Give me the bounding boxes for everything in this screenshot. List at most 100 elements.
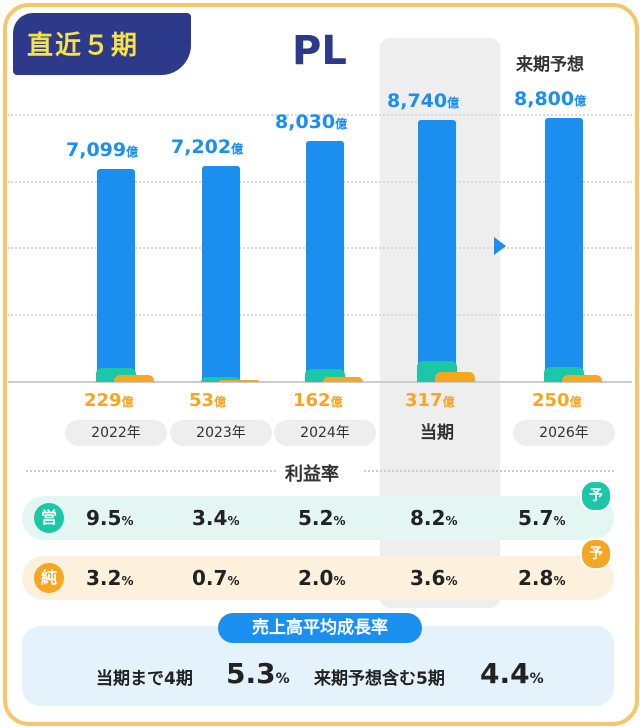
rate-value: 5.7 <box>518 506 554 530</box>
revenue-label: 8,030億 <box>275 111 347 133</box>
cagr-right-number: 4.4 <box>480 657 530 690</box>
revenue-unit: 億 <box>231 141 244 156</box>
operating-margin-value: 9.5% <box>86 506 133 530</box>
net-margin-value: 3.6% <box>410 566 457 590</box>
rate-value: 2.8 <box>518 566 554 590</box>
net-profit-label: 229億 <box>84 390 134 411</box>
net-margin-value: 2.8% <box>518 566 565 590</box>
net-profit-bar <box>114 375 154 382</box>
net-profit-bar <box>323 377 363 382</box>
rate-value: 5.2 <box>298 506 334 530</box>
operating-profit-bar <box>201 376 241 382</box>
gridline <box>8 114 632 116</box>
cagr-left-value: 5.3% <box>226 657 290 690</box>
revenue-value: 8,740 <box>387 89 448 112</box>
net-profit-bar <box>562 374 602 382</box>
period-label: 2024年 <box>274 420 376 446</box>
cagr-left-number: 5.3 <box>226 657 276 690</box>
net-profit-value: 162 <box>293 390 331 411</box>
net-profit-label: 250億 <box>532 390 582 411</box>
revenue-value: 8,800 <box>514 88 575 110</box>
period-label: 2022年 <box>65 420 167 446</box>
revenue-bar <box>418 119 456 382</box>
net-profit-label: 53億 <box>189 390 226 411</box>
net-margin-row <box>22 556 614 600</box>
net-profit-value: 53 <box>189 390 215 411</box>
profit-rate-title: 利益率 <box>285 464 339 485</box>
cagr-title: 売上高平均成長率 <box>218 613 422 643</box>
revenue-value: 7,099 <box>66 139 127 162</box>
period-label: 当期 <box>420 423 454 443</box>
rate-value: 9.5 <box>86 506 122 530</box>
net-profit-bar <box>435 372 475 382</box>
net-profit-value: 250 <box>532 390 570 411</box>
revenue-unit: 億 <box>335 117 348 132</box>
revenue-unit: 億 <box>126 145 139 160</box>
revenue-label: 7,099億 <box>66 139 138 161</box>
net-profit-unit: 億 <box>569 395 582 409</box>
cagr-right-value: 4.4% <box>480 657 544 690</box>
revenue-label: 8,800億 <box>514 88 586 110</box>
period-label: 2026年 <box>513 420 615 446</box>
rate-value: 3.6 <box>410 566 446 590</box>
rate-unit: % <box>227 514 240 528</box>
rate-unit: % <box>121 574 134 588</box>
net-profit-value: 229 <box>84 390 122 411</box>
rate-unit: % <box>445 574 458 588</box>
revenue-bar <box>97 169 135 382</box>
chart-baseline <box>8 381 632 383</box>
revenue-bar <box>306 141 344 382</box>
operating-margin-row <box>22 496 614 540</box>
operating-margin-icon: 営 <box>34 503 64 533</box>
revenue-unit: 億 <box>574 94 587 108</box>
net-margin-value: 0.7% <box>192 566 239 590</box>
period-badge: 直近５期 <box>13 13 191 75</box>
net-profit-value: 317 <box>405 390 443 411</box>
rate-unit: % <box>333 514 346 528</box>
operating-margin-value: 5.7% <box>518 506 565 530</box>
operating-margin-value: 8.2% <box>410 506 457 530</box>
revenue-unit: 億 <box>447 95 460 110</box>
rate-unit: % <box>121 514 134 528</box>
cagr-left-label: 当期まで4期 <box>96 669 193 689</box>
revenue-label: 8,740億 <box>387 90 459 112</box>
rate-unit: % <box>333 574 346 588</box>
net-margin-value: 3.2% <box>86 566 133 590</box>
chart-title: PL <box>292 28 347 74</box>
net-profit-unit: 億 <box>214 395 227 409</box>
rate-unit: % <box>553 574 566 588</box>
rate-value: 3.2 <box>86 566 122 590</box>
net-profit-unit: 億 <box>121 395 134 409</box>
revenue-label: 7,202億 <box>171 136 243 158</box>
period-label: 2023年 <box>170 420 272 446</box>
revenue-value: 8,030 <box>275 111 336 134</box>
net-profit-label: 162億 <box>293 390 343 411</box>
operating-margin-value: 3.4% <box>192 506 239 530</box>
rate-value: 8.2 <box>410 506 446 530</box>
cagr-left-unit: % <box>275 671 290 687</box>
rate-value: 0.7 <box>192 566 228 590</box>
cagr-right-unit: % <box>529 671 544 687</box>
divider <box>364 470 614 472</box>
net-profit-unit: 億 <box>442 395 455 409</box>
net-profit-bar <box>219 380 259 382</box>
forecast-badge-net: 予 <box>580 538 612 570</box>
rate-value: 2.0 <box>298 566 334 590</box>
operating-margin-value: 5.2% <box>298 506 345 530</box>
net-profit-unit: 億 <box>330 395 343 409</box>
forecast-badge-operating: 予 <box>580 480 612 512</box>
rate-unit: % <box>227 574 240 588</box>
forecast-header: 来期予想 <box>516 55 584 75</box>
net-margin-value: 2.0% <box>298 566 345 590</box>
arrow-right-icon <box>494 237 506 255</box>
net-profit-label: 317億 <box>405 390 455 411</box>
rate-unit: % <box>553 514 566 528</box>
revenue-bar <box>545 118 583 382</box>
rate-unit: % <box>445 514 458 528</box>
cagr-right-label: 来期予想含む5期 <box>314 669 445 689</box>
net-margin-icon: 純 <box>34 563 64 593</box>
period-badge-label: 直近５期 <box>27 31 140 61</box>
revenue-bar <box>202 165 240 382</box>
revenue-value: 7,202 <box>171 135 232 158</box>
rate-value: 3.4 <box>192 506 228 530</box>
